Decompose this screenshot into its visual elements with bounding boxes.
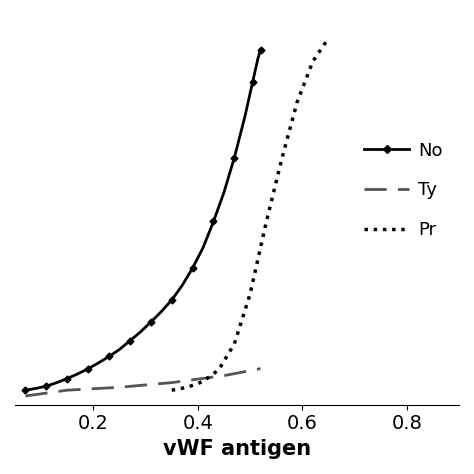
No bbox=[250, 79, 255, 85]
Pr bbox=[294, 100, 300, 105]
Pr bbox=[279, 157, 284, 163]
No bbox=[200, 245, 206, 251]
No bbox=[117, 346, 122, 352]
No bbox=[210, 219, 216, 224]
No bbox=[169, 297, 174, 303]
No bbox=[255, 56, 261, 62]
No bbox=[106, 354, 112, 359]
Pr bbox=[169, 387, 174, 393]
Pr bbox=[247, 292, 253, 297]
Line: Ty: Ty bbox=[26, 369, 261, 396]
No bbox=[33, 385, 39, 391]
Ty bbox=[169, 380, 174, 385]
No bbox=[96, 360, 101, 365]
No bbox=[54, 380, 60, 385]
No bbox=[44, 383, 49, 389]
Pr bbox=[200, 379, 206, 384]
Ty bbox=[221, 373, 227, 378]
No bbox=[242, 114, 248, 119]
No bbox=[158, 309, 164, 314]
Ty bbox=[64, 387, 70, 393]
No bbox=[148, 319, 154, 325]
No bbox=[221, 190, 227, 195]
Pr bbox=[310, 59, 316, 64]
No bbox=[258, 47, 264, 53]
No bbox=[179, 283, 185, 288]
Ty bbox=[117, 384, 122, 390]
Ty bbox=[258, 366, 264, 372]
Line: No: No bbox=[23, 47, 263, 392]
Pr bbox=[231, 341, 237, 346]
No bbox=[190, 265, 195, 271]
No bbox=[231, 155, 237, 160]
X-axis label: vWF antigen: vWF antigen bbox=[163, 439, 311, 459]
Ty bbox=[23, 393, 28, 399]
No bbox=[137, 329, 143, 335]
Pr bbox=[263, 221, 269, 227]
Legend: No, Ty, Pr: No, Ty, Pr bbox=[357, 135, 450, 246]
No bbox=[75, 371, 81, 377]
No bbox=[85, 366, 91, 372]
No bbox=[64, 376, 70, 382]
Pr bbox=[216, 367, 221, 373]
Line: Pr: Pr bbox=[172, 38, 328, 390]
Pr bbox=[326, 36, 331, 41]
No bbox=[127, 338, 133, 344]
Pr bbox=[184, 384, 190, 390]
No bbox=[23, 387, 28, 393]
